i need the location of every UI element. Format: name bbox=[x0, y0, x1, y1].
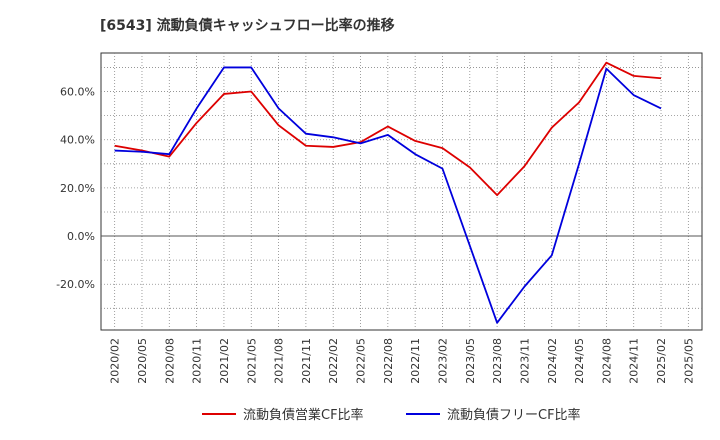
x-tick-label: 2024/08 bbox=[600, 338, 613, 384]
x-tick-label: 2021/02 bbox=[218, 338, 231, 384]
legend: 流動負債営業CF比率 流動負債フリーCF比率 bbox=[202, 407, 581, 423]
x-tick-label: 2022/08 bbox=[382, 338, 395, 384]
x-tick-label: 2024/05 bbox=[573, 338, 586, 384]
x-tick-label: 2022/05 bbox=[355, 338, 368, 384]
grid bbox=[101, 53, 702, 330]
x-tick-label: 2020/02 bbox=[109, 338, 122, 384]
x-tick-label: 2024/02 bbox=[546, 338, 559, 384]
legend-label-free-cf: 流動負債フリーCF比率 bbox=[447, 407, 581, 423]
x-tick-label: 2020/08 bbox=[163, 338, 176, 384]
x-axis-ticks: 2020/02 2020/05 2020/08 2020/11 2021/02 2021/… bbox=[109, 338, 696, 384]
y-tick-label: -20.0% bbox=[56, 278, 95, 291]
y-axis-ticks: -20.0% 0.0% 20.0% 40.0% 60.0% bbox=[56, 86, 95, 292]
series-line-1 bbox=[114, 66, 662, 324]
y-tick-label: 40.0% bbox=[60, 134, 95, 147]
chart-title: [6543] 流動負債キャッシュフロー比率の推移 bbox=[100, 17, 395, 34]
y-tick-label: 0.0% bbox=[67, 230, 95, 243]
x-tick-label: 2020/05 bbox=[136, 338, 149, 384]
series-line-0 bbox=[114, 61, 662, 197]
x-tick-label: 2020/11 bbox=[191, 338, 204, 384]
x-tick-label: 2022/02 bbox=[327, 338, 340, 384]
x-tick-label: 2021/05 bbox=[245, 338, 258, 384]
x-tick-label: 2023/02 bbox=[436, 338, 449, 384]
x-tick-label: 2021/08 bbox=[273, 338, 286, 384]
x-tick-label: 2023/05 bbox=[464, 338, 477, 384]
y-tick-label: 60.0% bbox=[60, 86, 95, 99]
x-tick-label: 2025/05 bbox=[682, 338, 695, 384]
x-tick-label: 2025/02 bbox=[655, 338, 668, 384]
series-lines bbox=[114, 61, 662, 324]
x-tick-label: 2023/08 bbox=[491, 338, 504, 384]
plot-area bbox=[100, 52, 703, 331]
y-tick-label: 20.0% bbox=[60, 182, 95, 195]
x-tick-label: 2022/11 bbox=[409, 338, 422, 384]
x-tick-label: 2024/11 bbox=[628, 338, 641, 384]
x-tick-label: 2023/11 bbox=[518, 338, 531, 384]
legend-label-operating-cf: 流動負債営業CF比率 bbox=[243, 407, 364, 423]
x-tick-label: 2021/11 bbox=[300, 338, 313, 384]
